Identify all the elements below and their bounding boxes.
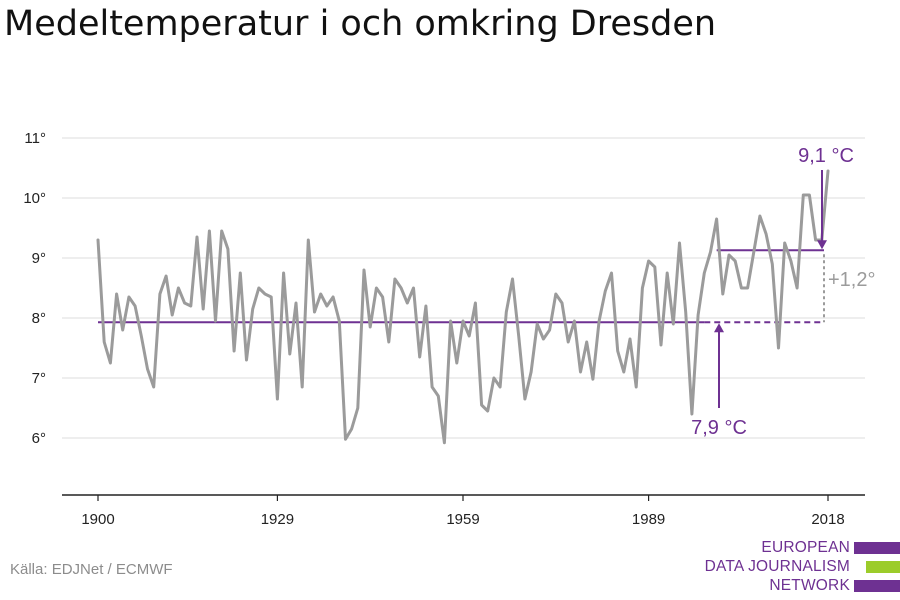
y-tick-label: 8°: [32, 310, 46, 327]
edjnet-logo: EUROPEAN DATA JOURNALISM NETWORK: [700, 538, 900, 598]
source-credit: Källa: EDJNet / ECMWF: [10, 561, 173, 578]
y-tick-label: 11°: [24, 130, 46, 147]
recent-mean-arrowhead: [817, 240, 827, 250]
recent-mean-label: 9,1 °C: [798, 145, 854, 167]
chart-title: Medeltemperatur i och omkring Dresden: [4, 4, 717, 44]
baseline-mean-label: 7,9 °C: [691, 417, 747, 439]
logo-bar-bottom: [854, 580, 900, 592]
logo-bar-middle: [866, 561, 900, 573]
annotations: +1,2° 9,1 °C 7,9 °C: [691, 145, 875, 439]
x-tick-label: 2018: [811, 511, 844, 528]
series-layer: [96, 169, 830, 445]
y-tick-label: 10°: [23, 190, 46, 207]
logo-line-data-journalism: DATA JOURNALISM: [704, 558, 850, 575]
logo-line-network: NETWORK: [769, 577, 850, 594]
difference-label: +1,2°: [828, 269, 875, 291]
logo-line-european: EUROPEAN: [761, 539, 850, 556]
x-axis: 1900 1929 1959 1989 2018: [62, 494, 865, 528]
logo-bar-top: [854, 542, 900, 554]
x-tick-label: 1929: [261, 511, 294, 528]
y-tick-label: 7°: [32, 370, 46, 387]
y-tick-label: 9°: [32, 250, 46, 267]
y-tick-label: 6°: [32, 430, 46, 447]
y-tick-labels: 6° 7° 8° 9° 10° 11°: [23, 130, 46, 447]
x-tick-label: 1989: [632, 511, 665, 528]
x-tick-label: 1900: [81, 511, 114, 528]
x-tick-label: 1959: [446, 511, 479, 528]
baseline-mean-arrowhead: [714, 323, 724, 333]
temperature-series-line: [96, 169, 830, 445]
